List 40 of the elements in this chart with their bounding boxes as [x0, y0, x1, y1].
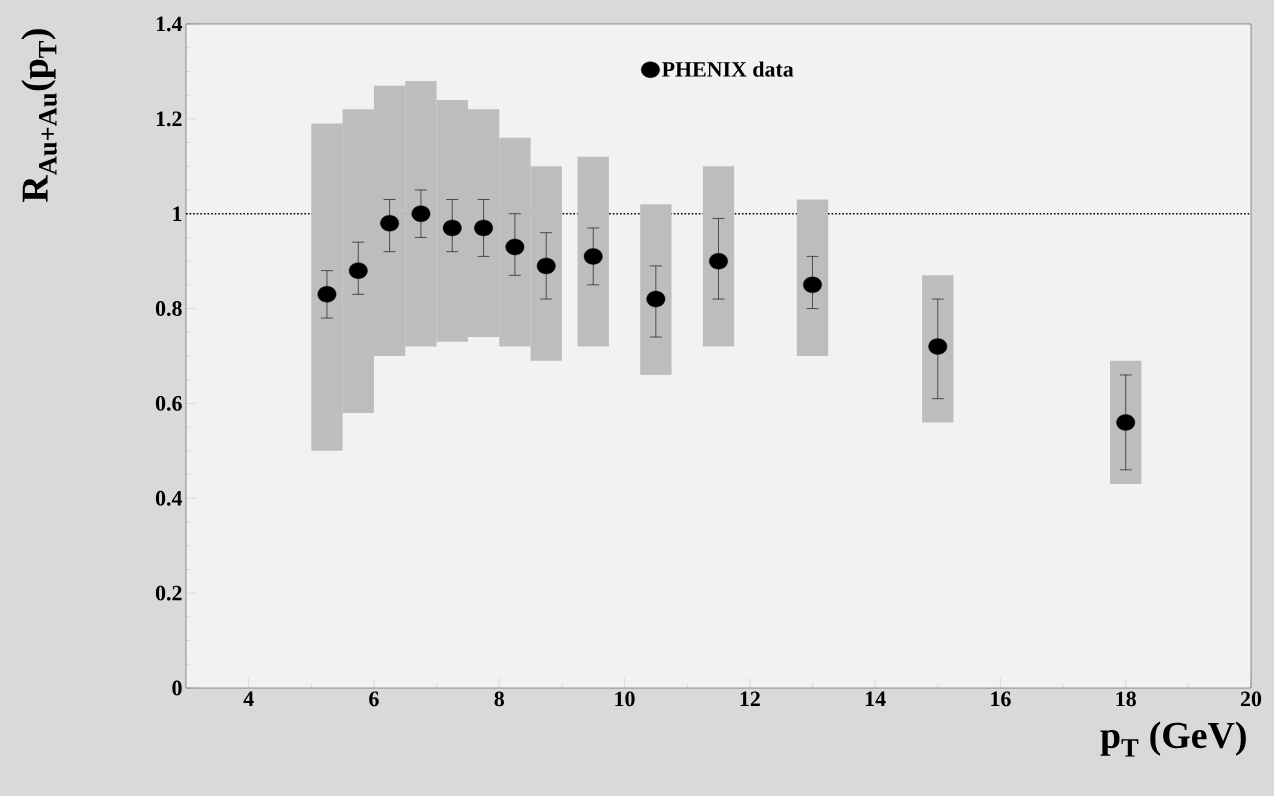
y-tick-label: 0 — [172, 680, 182, 696]
point — [442, 219, 462, 237]
x-tick-label: 12 — [740, 691, 760, 707]
x-tick-label: 10 — [615, 691, 635, 707]
point — [536, 257, 556, 275]
point — [380, 215, 399, 232]
y-tick-label: 0.8 — [155, 301, 182, 317]
y-tick-label: 1 — [173, 206, 182, 221]
legend-label: PHENIX data — [662, 61, 794, 77]
x-tick-label: 8 — [494, 691, 504, 707]
y-tick-label: 0.2 — [155, 585, 182, 601]
x-tick-label: 16 — [991, 691, 1011, 707]
bar — [640, 204, 672, 375]
point — [583, 248, 603, 265]
y-tick-label: 1.4 — [156, 16, 183, 32]
bar — [922, 275, 954, 423]
x-tick-label: 4 — [243, 691, 254, 706]
x-tick-label: 20 — [1240, 691, 1262, 707]
bar — [796, 199, 829, 356]
x-axis-title: p$_{T}$ (GeV) — [1100, 721, 1246, 757]
x-tick-label: 18 — [1116, 691, 1136, 707]
point — [474, 219, 493, 237]
y-tick-label: 0.4 — [155, 490, 183, 506]
y-tick-label: 1.2 — [156, 111, 182, 127]
bar — [702, 166, 735, 347]
point — [1116, 414, 1136, 431]
point — [709, 252, 728, 270]
y-axis-title: R$_{Au+Au}$(p$_{T}$) — [21, 29, 57, 203]
point — [803, 276, 822, 294]
point — [317, 286, 337, 303]
point — [646, 290, 666, 308]
point — [505, 238, 525, 256]
y-tick-label: 0.6 — [155, 395, 182, 411]
x-tick-label: 14 — [865, 691, 886, 706]
point — [348, 262, 368, 279]
bar — [577, 156, 609, 347]
bar — [1110, 360, 1142, 485]
point — [411, 205, 431, 222]
point — [928, 338, 948, 355]
x-tick-label: 6 — [369, 691, 379, 707]
